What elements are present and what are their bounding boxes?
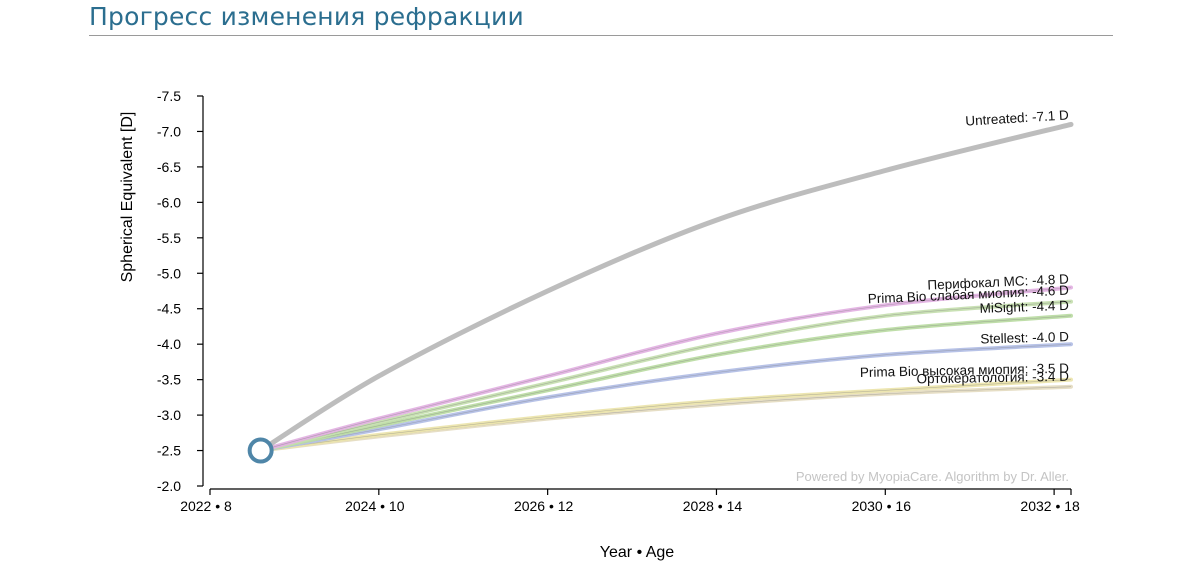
series-line-core bbox=[260, 287, 1072, 451]
x-tick-label: 2032 • 18 bbox=[1020, 498, 1080, 514]
series-line-prima-bio-слабая-миопия bbox=[258, 299, 1073, 453]
page-title: Прогресс изменения рефракции bbox=[89, 2, 524, 31]
y-tick-label: -7.0 bbox=[157, 123, 181, 139]
title-divider bbox=[89, 35, 1113, 36]
start-layer bbox=[247, 437, 274, 464]
series-line-core bbox=[260, 301, 1072, 451]
series-line-перифокал-mc bbox=[258, 285, 1073, 453]
y-tick-label: -2.5 bbox=[157, 443, 181, 459]
y-tick-label: -5.5 bbox=[157, 230, 181, 246]
y-axis-label: Spherical Equivalent [D] bbox=[119, 112, 136, 283]
x-axis-label: Year • Age bbox=[600, 544, 675, 561]
y-tick-label: -7.5 bbox=[157, 88, 181, 104]
series-end-label: MiSight: -4.4 D bbox=[979, 298, 1069, 316]
series-line-untreated bbox=[258, 121, 1074, 453]
y-tick-label: -3.5 bbox=[157, 372, 181, 388]
y-tick-label: -6.5 bbox=[157, 159, 181, 175]
watermark-text: Powered by MyopiaCare. Algorithm by Dr. … bbox=[796, 469, 1069, 484]
series-line-core bbox=[260, 315, 1072, 451]
y-tick-label: -3.0 bbox=[157, 407, 181, 423]
y-tick-label: -6.0 bbox=[157, 194, 181, 210]
series-end-label: Untreated: -7.1 D bbox=[965, 107, 1070, 128]
x-tick-label: 2022 • 8 bbox=[180, 498, 232, 514]
series-layer bbox=[258, 121, 1074, 453]
series-end-label: Prima Bio высокая миопия: -3.5 D bbox=[860, 361, 1070, 380]
series-line-stellest bbox=[258, 342, 1073, 453]
y-tick-label: -4.0 bbox=[157, 336, 181, 352]
series-line-core bbox=[260, 379, 1072, 451]
series-end-label: Ортокератология: -3.4 D bbox=[916, 369, 1069, 387]
y-tick-label: -4.5 bbox=[157, 301, 181, 317]
series-end-label: Перифокал MC: -4.8 D bbox=[927, 271, 1069, 292]
x-tick-label: 2028 • 14 bbox=[683, 498, 743, 514]
series-end-label: Stellest: -4.0 D bbox=[980, 329, 1069, 346]
start-point-marker bbox=[247, 437, 274, 464]
x-tick-label: 2024 • 10 bbox=[345, 498, 405, 514]
series-line-core bbox=[260, 343, 1072, 451]
series-line-misight bbox=[258, 313, 1073, 453]
y-tick-label: -5.0 bbox=[157, 265, 181, 281]
x-tick-label: 2030 • 16 bbox=[852, 498, 912, 514]
axes-layer: -2.0 -2.5 -3.0 -3.5 -4.0 -4.5 -5.0 -5.5 -6.0 -6.5… bbox=[157, 88, 1080, 514]
x-tick-label: 2026 • 12 bbox=[514, 498, 574, 514]
series-labels-layer: Untreated: -7.1 D Перифокал MC: -4.8 D Pri… bbox=[860, 107, 1070, 386]
y-tick-label: -2.0 bbox=[157, 478, 181, 494]
series-line-prima-bio-высокая-миопия bbox=[258, 377, 1073, 453]
